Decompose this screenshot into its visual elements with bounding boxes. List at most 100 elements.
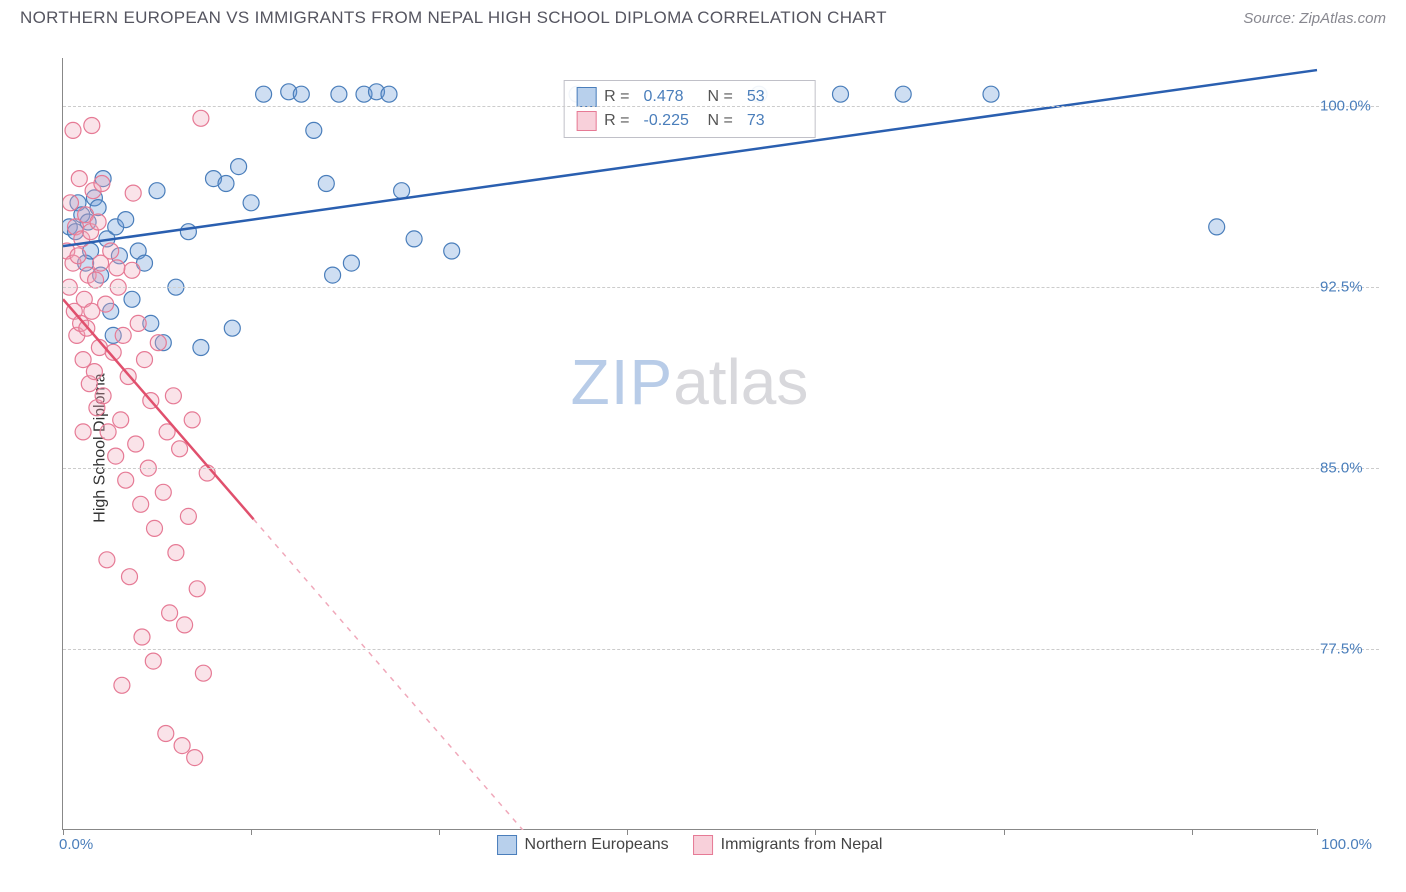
data-point — [130, 243, 146, 259]
stats-box: R = 0.478 N = 53 R = -0.225 N = 73 — [563, 80, 816, 138]
data-point — [94, 176, 110, 192]
chart-header: NORTHERN EUROPEAN VS IMMIGRANTS FROM NEP… — [0, 0, 1406, 32]
scatter-svg — [63, 58, 1387, 830]
data-point — [74, 207, 90, 223]
data-point — [71, 171, 87, 187]
data-point — [118, 472, 134, 488]
data-point — [343, 255, 359, 271]
y-tick-label: 77.5% — [1320, 641, 1378, 658]
data-point — [103, 303, 119, 319]
data-point — [65, 255, 81, 271]
data-point — [159, 424, 175, 440]
y-tick-label: 92.5% — [1320, 279, 1378, 296]
data-point — [331, 86, 347, 102]
data-point — [231, 159, 247, 175]
data-point — [149, 183, 165, 199]
data-point — [63, 219, 77, 235]
data-point — [100, 424, 116, 440]
data-point — [895, 86, 911, 102]
data-point — [193, 340, 209, 356]
legend-item: Northern Europeans — [497, 835, 669, 855]
x-tick — [1004, 829, 1005, 835]
plot-area: ZIPatlas R = 0.478 N = 53 R = -0.225 N =… — [62, 58, 1316, 830]
data-point — [180, 508, 196, 524]
data-point — [95, 388, 111, 404]
data-point — [381, 86, 397, 102]
data-point — [90, 200, 106, 216]
data-point — [80, 214, 96, 230]
data-point — [93, 267, 109, 283]
data-point — [85, 183, 101, 199]
data-point — [189, 581, 205, 597]
data-point — [86, 190, 102, 206]
gridline — [63, 649, 1379, 650]
data-point — [89, 400, 105, 416]
data-point — [293, 86, 309, 102]
data-point — [114, 677, 130, 693]
data-point — [91, 340, 107, 356]
data-point — [325, 267, 341, 283]
data-point — [150, 335, 166, 351]
data-point — [162, 605, 178, 621]
data-point — [75, 352, 91, 368]
x-tick — [627, 829, 628, 835]
legend-swatch — [693, 835, 713, 855]
y-tick-label: 85.0% — [1320, 460, 1378, 477]
data-point — [63, 243, 75, 259]
stat-n-value: 53 — [747, 88, 797, 106]
legend-swatch — [497, 835, 517, 855]
data-point — [115, 327, 131, 343]
stats-row: R = -0.225 N = 73 — [576, 109, 803, 133]
data-point — [105, 327, 121, 343]
data-point — [180, 224, 196, 240]
data-point — [218, 176, 234, 192]
data-point — [83, 243, 99, 259]
data-point — [83, 224, 99, 240]
x-tick — [1192, 829, 1193, 835]
data-point — [195, 665, 211, 681]
gridline — [63, 468, 1379, 469]
data-point — [76, 291, 92, 307]
data-point — [93, 255, 109, 271]
data-point — [356, 86, 372, 102]
data-point — [84, 303, 100, 319]
stat-r-label: R = — [604, 112, 629, 130]
trendline-dashed — [254, 519, 565, 830]
data-point — [120, 369, 136, 385]
data-point — [68, 219, 84, 235]
data-point — [73, 315, 89, 331]
data-point — [90, 214, 106, 230]
data-point — [124, 262, 140, 278]
legend-swatch — [576, 87, 596, 107]
data-point — [118, 212, 134, 228]
stat-n-label: N = — [708, 88, 733, 106]
data-point — [128, 436, 144, 452]
data-point — [155, 335, 171, 351]
stat-n-value: 73 — [747, 112, 797, 130]
data-point — [86, 364, 102, 380]
data-point — [833, 86, 849, 102]
data-point — [108, 448, 124, 464]
data-point — [65, 122, 81, 138]
data-point — [145, 653, 161, 669]
data-point — [369, 84, 385, 100]
legend-label: Immigrants from Nepal — [721, 836, 883, 854]
data-point — [394, 183, 410, 199]
data-point — [143, 393, 159, 409]
data-point — [70, 195, 86, 211]
data-point — [105, 344, 121, 360]
x-tick — [251, 829, 252, 835]
data-point — [306, 122, 322, 138]
data-point — [206, 171, 222, 187]
data-point — [134, 629, 150, 645]
data-point — [147, 520, 163, 536]
stat-r-value: 0.478 — [644, 88, 694, 106]
data-point — [137, 255, 153, 271]
x-tick — [63, 829, 64, 835]
data-point — [243, 195, 259, 211]
gridline — [63, 106, 1379, 107]
data-point — [108, 219, 124, 235]
chart-title: NORTHERN EUROPEAN VS IMMIGRANTS FROM NEP… — [20, 8, 887, 28]
data-point — [281, 84, 297, 100]
data-point — [165, 388, 181, 404]
